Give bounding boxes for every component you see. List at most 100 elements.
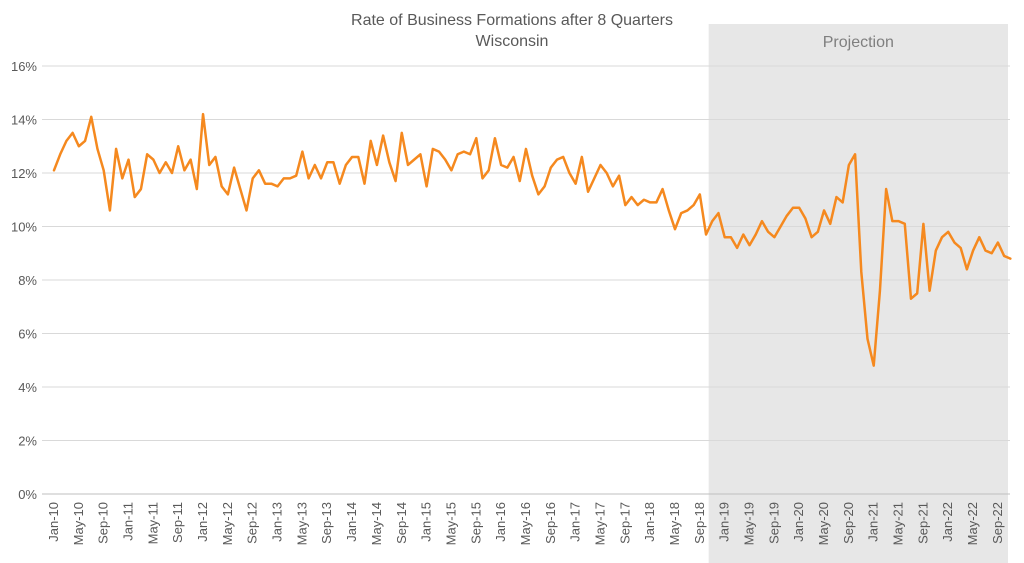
x-tick-label: Jan-16 <box>493 502 508 542</box>
data-point <box>947 231 950 233</box>
x-tick-label: May-12 <box>220 502 235 545</box>
x-axis-tick-labels: Jan-10 May-10 Sep-10 Jan-11 May-11 Sep-11 Jan-… <box>46 502 1005 545</box>
data-point <box>705 233 707 236</box>
x-tick-label: May-22 <box>965 502 980 545</box>
data-point <box>376 164 378 166</box>
data-point <box>841 201 844 204</box>
data-point <box>612 185 614 188</box>
x-tick-label: Jan-22 <box>940 502 955 542</box>
data-point <box>922 223 925 225</box>
x-tick-label: Jan-13 <box>270 502 285 542</box>
data-point <box>332 161 335 164</box>
x-tick-label: May-21 <box>891 502 906 545</box>
data-point <box>829 223 832 225</box>
data-point <box>189 158 192 161</box>
y-tick-label: 10% <box>11 220 37 235</box>
x-tick-label: Jan-10 <box>46 502 61 542</box>
data-point <box>556 158 558 161</box>
data-point <box>419 153 422 156</box>
data-point <box>680 212 683 214</box>
data-point <box>1009 257 1012 260</box>
data-point <box>723 236 726 238</box>
data-point <box>413 158 415 161</box>
data-point <box>357 156 360 158</box>
data-point <box>891 220 894 222</box>
x-tick-label: Jan-20 <box>791 502 806 542</box>
data-point <box>432 148 434 150</box>
x-tick-label: Sep-15 <box>468 502 483 544</box>
data-point <box>593 177 596 180</box>
data-point <box>773 236 776 238</box>
data-point <box>351 156 353 158</box>
data-point <box>307 177 310 180</box>
data-point <box>754 233 757 236</box>
data-point <box>245 209 248 212</box>
data-point <box>214 156 217 158</box>
x-tick-label: May-14 <box>369 502 384 545</box>
data-point <box>798 206 800 209</box>
data-point <box>314 164 316 166</box>
data-point <box>848 164 850 166</box>
data-point <box>388 161 391 164</box>
x-tick-label: Sep-10 <box>96 502 111 544</box>
data-point <box>997 241 999 244</box>
data-point <box>562 156 565 158</box>
x-tick-label: Jan-19 <box>717 502 732 542</box>
data-point <box>817 231 819 233</box>
data-point <box>835 196 838 198</box>
data-point <box>574 182 577 185</box>
data-point <box>450 169 453 172</box>
data-point <box>320 177 322 180</box>
data-point <box>531 174 533 177</box>
data-point <box>518 180 521 182</box>
data-point <box>1003 255 1005 257</box>
x-tick-label: Sep-18 <box>692 502 707 544</box>
data-point <box>928 289 931 292</box>
x-tick-label: Jan-14 <box>344 502 359 542</box>
data-point <box>860 271 863 273</box>
data-point <box>239 188 242 190</box>
data-point <box>959 247 962 249</box>
data-point <box>146 153 148 156</box>
data-point <box>264 182 266 185</box>
y-tick-label: 12% <box>11 166 37 181</box>
data-point <box>506 166 509 169</box>
data-point <box>71 132 74 134</box>
data-point <box>276 185 279 188</box>
data-point <box>779 225 782 228</box>
data-point <box>730 236 732 238</box>
data-point <box>692 204 695 206</box>
data-point <box>363 182 366 185</box>
data-point <box>208 164 211 166</box>
data-point <box>966 268 968 271</box>
data-point <box>121 177 124 180</box>
data-point <box>699 193 701 196</box>
data-point <box>227 193 229 196</box>
data-point <box>599 164 602 166</box>
data-point <box>487 169 490 172</box>
data-point <box>972 249 974 252</box>
data-point <box>500 164 502 166</box>
data-point <box>661 188 664 190</box>
data-point <box>407 164 409 166</box>
data-point <box>543 185 546 188</box>
data-point <box>301 150 304 153</box>
x-tick-label: Sep-13 <box>319 502 334 544</box>
data-point <box>394 180 397 182</box>
data-point <box>587 190 589 193</box>
data-point <box>717 212 720 214</box>
data-point <box>630 196 633 198</box>
series-points <box>53 113 1012 367</box>
data-point <box>649 201 651 204</box>
data-point <box>65 140 68 142</box>
data-point <box>581 156 583 158</box>
x-tick-label: Sep-12 <box>245 502 260 544</box>
x-tick-label: Sep-22 <box>990 502 1005 544</box>
data-point <box>53 169 55 172</box>
x-tick-label: May-15 <box>443 502 458 545</box>
data-point <box>618 174 620 177</box>
data-point <box>289 177 291 180</box>
data-point <box>438 150 440 153</box>
data-point <box>761 220 763 222</box>
data-point <box>369 140 372 142</box>
